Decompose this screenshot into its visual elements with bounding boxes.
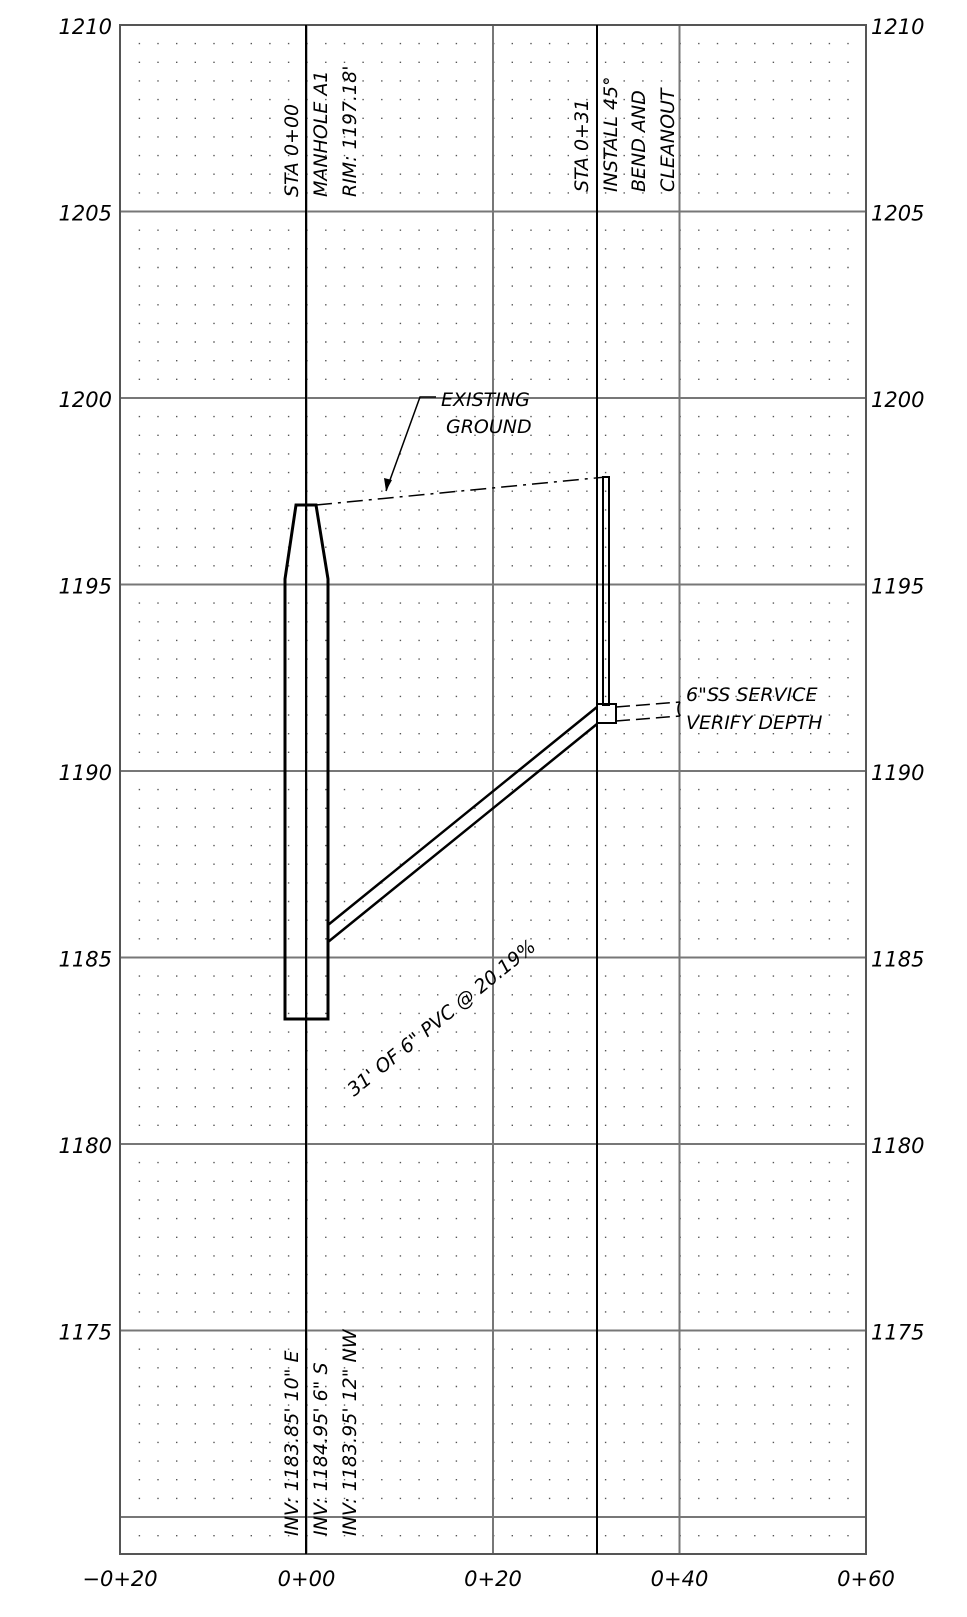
station-axis-label: 0+60	[837, 1567, 895, 1591]
elevation-label-left: 1190	[59, 761, 112, 785]
elevation-label-right: 1175	[871, 1321, 924, 1345]
station-axis-label: 0+00	[278, 1567, 336, 1591]
elevation-label-right: 1200	[871, 388, 924, 412]
station-axis-label: 0+40	[651, 1567, 709, 1591]
elevation-label-left: 1180	[59, 1134, 112, 1158]
drawing-frame	[119, 24, 867, 1555]
manhole-name-text: MANHOLE A1	[310, 70, 332, 197]
manhole-station-text: STA 0+00	[281, 104, 303, 197]
elevation-label-right: 1185	[871, 948, 924, 972]
manhole-rim-text: RIM: 1197.18'	[339, 66, 361, 197]
cleanout-note-line-1: INSTALL 45°	[600, 76, 622, 192]
elevation-label-left: 1185	[59, 948, 112, 972]
elevation-label-left: 1200	[59, 388, 112, 412]
cleanout-station-text: STA 0+31	[571, 99, 593, 192]
elevation-label-right: 1190	[871, 761, 924, 785]
elevation-label-right: 1195	[871, 575, 924, 599]
existing-service-line	[615, 701, 681, 722]
grid-lines	[120, 25, 866, 1554]
service-break-mark	[677, 701, 681, 717]
existing-ground-line	[315, 476, 607, 506]
service-label-line-2: VERIFY DEPTH	[686, 712, 822, 734]
cleanout-note-line-2: BEND AND	[628, 90, 650, 192]
cleanout-riser	[602, 476, 610, 706]
elevation-label-left: 1195	[59, 575, 112, 599]
pvc-pipe	[327, 706, 598, 943]
elevation-label-right: 1205	[871, 202, 924, 226]
elevation-label-right: 1180	[871, 1134, 924, 1158]
station-axis-label: −0+20	[82, 1567, 157, 1591]
pipe-length-slope-label: 31' OF 6" PVC @ 20.19%	[343, 936, 540, 1101]
dot-grid	[138, 42, 849, 1537]
invert-east-text: INV: 1183.85' 10" E	[281, 1350, 303, 1536]
invert-south-text: INV: 1184.95' 6" S	[310, 1362, 332, 1536]
elevation-label-left: 1175	[59, 1321, 112, 1345]
existing-ground-leader	[385, 396, 436, 492]
invert-northwest-text: INV: 1183.95' 12" NW	[339, 1328, 361, 1536]
grid-dots	[138, 42, 849, 1537]
manhole-a1	[283, 503, 330, 1021]
leader-arrowhead	[384, 478, 392, 491]
service-label-line-1: 6"SS SERVICE	[686, 684, 817, 706]
bend-fitting	[596, 703, 617, 724]
existing-ground-label-line-2: GROUND	[446, 416, 532, 438]
cleanout-note-line-3: CLEANOUT	[657, 87, 679, 192]
station-axis-label: 0+20	[464, 1567, 522, 1591]
elevation-label-left: 1205	[59, 202, 112, 226]
existing-ground-label-line-1: EXISTING	[441, 389, 530, 411]
elevation-label-left: 1210	[59, 15, 112, 39]
elevation-label-right: 1210	[871, 15, 924, 39]
